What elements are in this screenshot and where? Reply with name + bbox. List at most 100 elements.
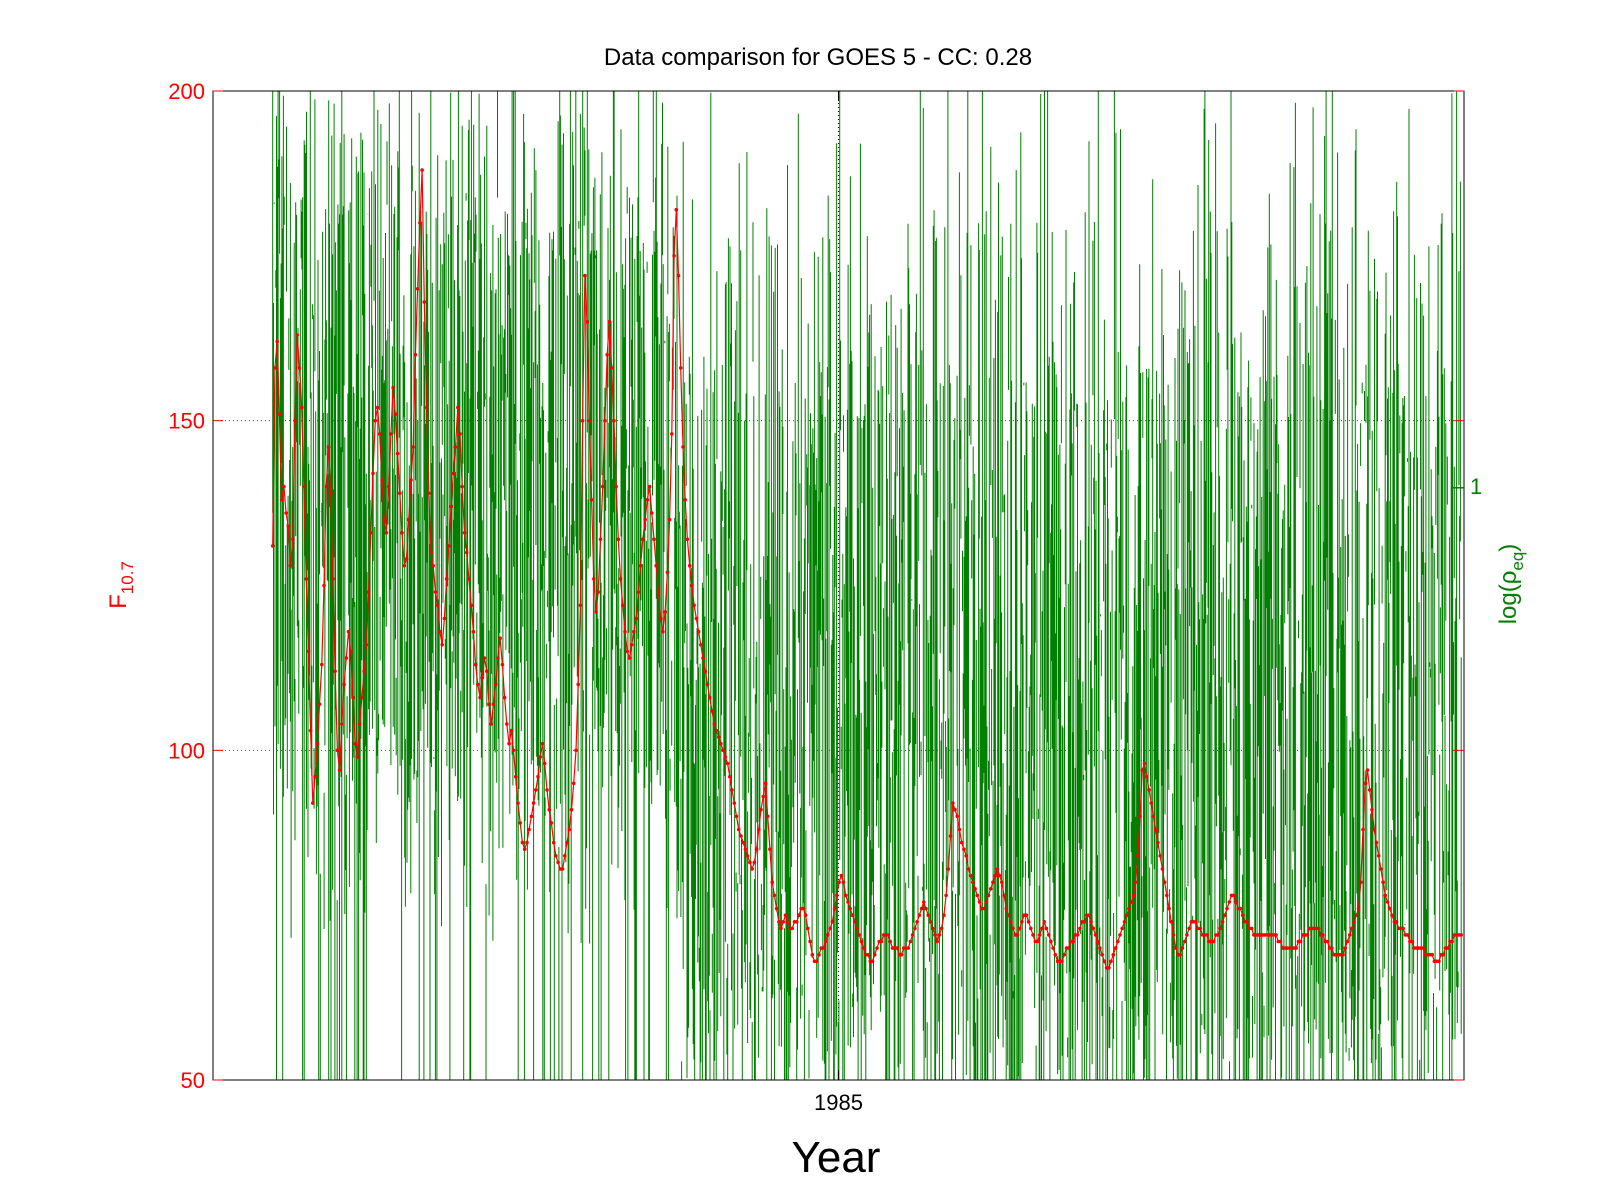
f107-point (600, 484, 605, 489)
f107-point (835, 893, 839, 898)
f107-point (694, 616, 699, 621)
f107-point (808, 939, 812, 944)
f107-point (1071, 939, 1075, 944)
f107-point (444, 577, 449, 581)
f107-point (525, 840, 529, 845)
f107-point (291, 537, 295, 542)
f107-point (638, 563, 643, 568)
f107-point (942, 913, 946, 917)
f107-point (957, 827, 962, 832)
f107-point (1231, 893, 1236, 898)
f107-point (295, 333, 300, 337)
f107-point (449, 504, 453, 509)
f107-point (489, 722, 494, 726)
f107-point (315, 741, 320, 746)
f107-point (507, 741, 511, 746)
f107-point (418, 221, 422, 225)
f107-point (781, 920, 786, 924)
f107-point (794, 920, 799, 924)
f107-point (369, 531, 373, 535)
f107-point (928, 920, 933, 924)
f107-point (375, 405, 380, 410)
f107-point (447, 544, 451, 548)
f107-point (324, 484, 329, 489)
f107-point (513, 774, 518, 779)
f107-point (592, 577, 596, 581)
f107-point (607, 320, 612, 324)
f107-point (534, 788, 538, 792)
f107-point (670, 432, 674, 436)
f107-point (384, 531, 389, 535)
f107-point (1223, 913, 1227, 917)
f107-point (665, 570, 670, 575)
f107-point (872, 952, 877, 957)
f107-point (433, 590, 438, 594)
f107-point (451, 471, 456, 476)
f107-point (855, 926, 859, 931)
f107-point (505, 722, 509, 726)
axis-ticks: 50 100 150 200 1 1985 (168, 79, 1482, 1115)
f107-point (1171, 933, 1176, 937)
f107-point (1015, 933, 1020, 937)
f107-point (335, 748, 340, 753)
f107-point (790, 926, 794, 931)
f107-point (342, 682, 346, 687)
f107-point (712, 722, 716, 726)
y-axis-label-right-prefix: log(ρ (1495, 571, 1522, 625)
f107-point (536, 774, 540, 779)
f107-point (1437, 959, 1441, 964)
f107-point (618, 577, 623, 581)
f107-point (1361, 827, 1365, 832)
f107-point (1142, 761, 1147, 766)
f107-point (841, 880, 846, 884)
f107-point (750, 867, 754, 871)
f107-point (1350, 926, 1354, 931)
f107-point (690, 583, 694, 588)
f107-point (683, 498, 687, 502)
f107-point (1376, 854, 1381, 858)
f107-point (337, 768, 342, 772)
f107-point (968, 873, 973, 878)
f107-point (1182, 939, 1187, 944)
f107-point (469, 603, 474, 608)
f107-point (857, 933, 861, 937)
f107-point (360, 695, 364, 700)
f107-point (826, 933, 830, 937)
f107-point (427, 491, 431, 496)
f107-point (1089, 920, 1093, 924)
f107-point (1127, 906, 1131, 911)
f107-point (786, 920, 790, 924)
f107-point (728, 774, 732, 779)
x-tick-label-1985: 1985 (814, 1090, 863, 1115)
f107-point (364, 643, 369, 647)
f107-point (614, 484, 618, 489)
f107-point (520, 840, 525, 845)
f107-point (1198, 926, 1203, 931)
f107-point (1354, 913, 1359, 917)
f107-point (554, 854, 558, 858)
f107-point (886, 933, 890, 937)
f107-point (275, 339, 280, 344)
f107-point (895, 946, 899, 950)
f107-point (509, 728, 514, 733)
f107-point (984, 900, 988, 904)
f107-point (1325, 939, 1330, 944)
f107-point (1149, 801, 1153, 805)
f107-point (988, 887, 993, 891)
f107-point (402, 563, 407, 568)
f107-point (759, 807, 763, 812)
f107-point (493, 682, 498, 687)
y-axis-label-left-subscript: 10.7 (118, 561, 137, 594)
f107-point (656, 590, 661, 594)
f107-point (462, 531, 467, 535)
f107-point (1240, 913, 1245, 917)
f107-point (678, 366, 683, 370)
f107-point (491, 702, 496, 706)
f107-point (415, 287, 420, 291)
f107-point (545, 788, 549, 792)
f107-point (629, 643, 634, 647)
f107-point (326, 445, 331, 449)
f107-point (1147, 788, 1151, 792)
f107-point (1394, 920, 1399, 924)
